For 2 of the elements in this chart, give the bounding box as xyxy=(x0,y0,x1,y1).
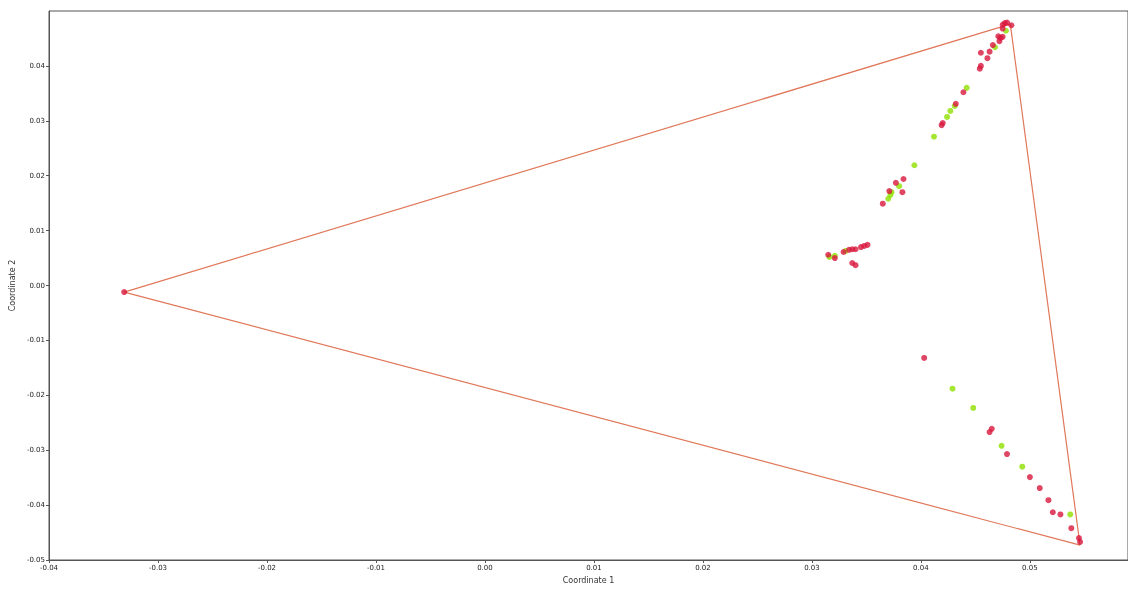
y-axis-title: Coordinate 2 xyxy=(7,259,17,312)
x-axis-title: Coordinate 1 xyxy=(562,575,615,585)
